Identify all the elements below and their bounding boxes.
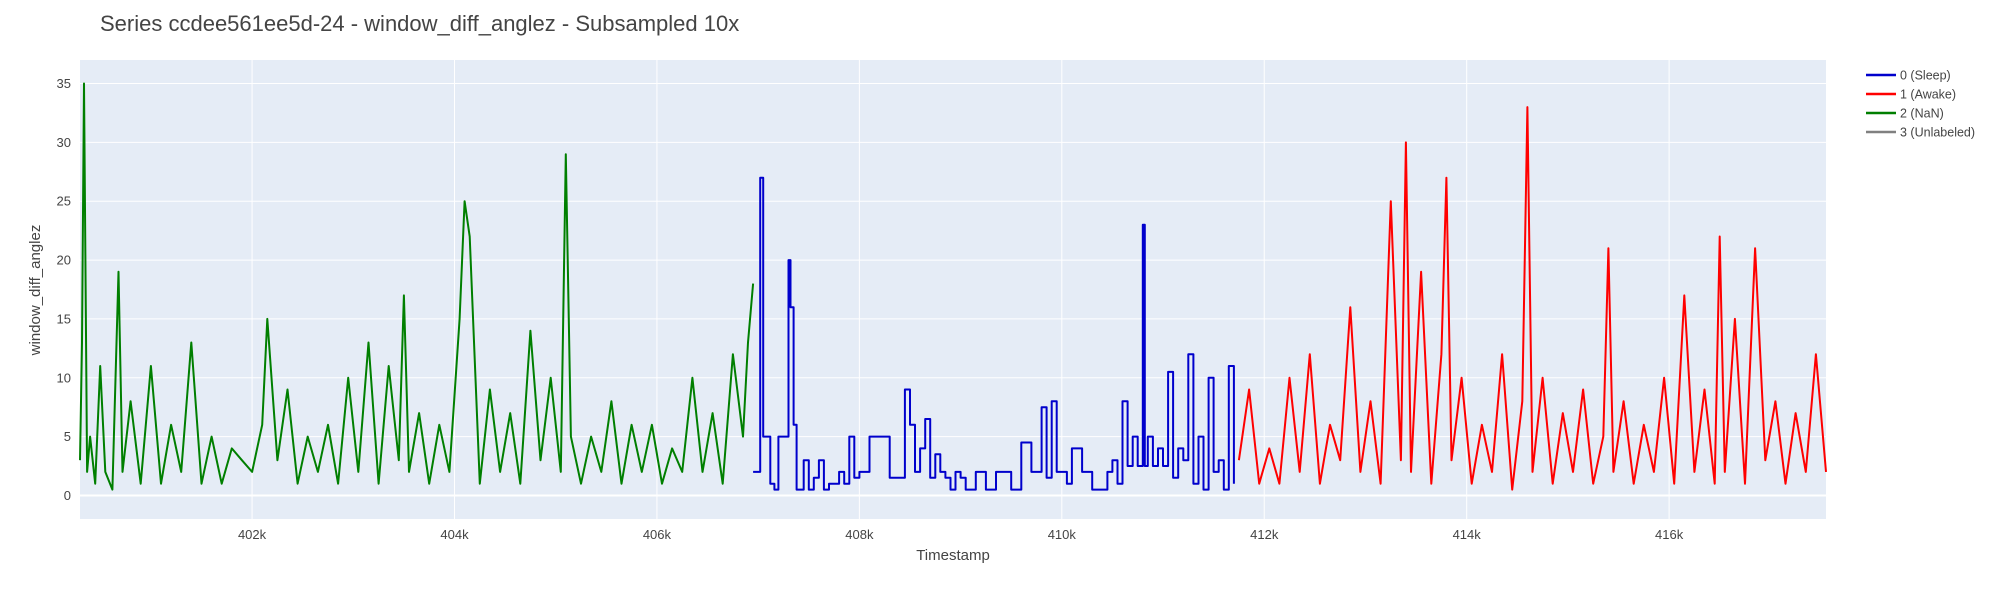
y-tick-label: 30 <box>57 135 71 150</box>
y-axis-ticks: 0 5 10 15 20 25 30 35 <box>57 76 71 503</box>
legend-item[interactable]: 3 (Unlabeled) <box>1866 126 1975 140</box>
legend-item[interactable]: 2 (NaN) <box>1866 107 1944 121</box>
x-tick-label: 414k <box>1453 527 1482 542</box>
legend-label: 3 (Unlabeled) <box>1900 126 1975 140</box>
x-tick-label: 406k <box>643 527 672 542</box>
legend-item[interactable]: 0 (Sleep) <box>1866 69 1951 83</box>
series-line-1 <box>1237 106 1827 491</box>
series-lines <box>79 82 1827 491</box>
y-tick-label: 0 <box>64 488 71 503</box>
y-tick-label: 20 <box>57 253 71 268</box>
legend-label: 2 (NaN) <box>1900 107 1944 121</box>
grid-lines <box>80 60 1826 519</box>
x-tick-label: 402k <box>238 527 267 542</box>
x-axis-ticks: 402k 404k 406k 408k 410k 412k 414k 416k <box>238 527 1684 542</box>
chart-title: Series ccdee561ee5d-24 - window_diff_ang… <box>100 11 739 36</box>
series-line-2 <box>79 82 755 491</box>
y-tick-label: 25 <box>57 194 71 209</box>
y-tick-label: 5 <box>64 429 71 444</box>
y-tick-label: 35 <box>57 76 71 91</box>
y-tick-label: 10 <box>57 370 71 385</box>
legend-label: 0 (Sleep) <box>1900 69 1951 83</box>
legend-label: 1 (Awake) <box>1900 88 1956 102</box>
legend-item[interactable]: 1 (Awake) <box>1866 88 1956 102</box>
legend: 0 (Sleep) 1 (Awake) 2 (NaN) 3 (Unlabeled) <box>1866 69 1975 140</box>
x-tick-label: 416k <box>1655 527 1684 542</box>
x-tick-label: 410k <box>1048 527 1077 542</box>
y-axis-title: window_diff_anglez <box>27 225 44 357</box>
y-tick-label: 15 <box>57 311 71 326</box>
x-axis-title: Timestamp <box>916 547 990 564</box>
x-tick-label: 412k <box>1250 527 1279 542</box>
x-tick-label: 408k <box>845 527 874 542</box>
x-tick-label: 404k <box>440 527 469 542</box>
series-line-0 <box>753 176 1235 491</box>
